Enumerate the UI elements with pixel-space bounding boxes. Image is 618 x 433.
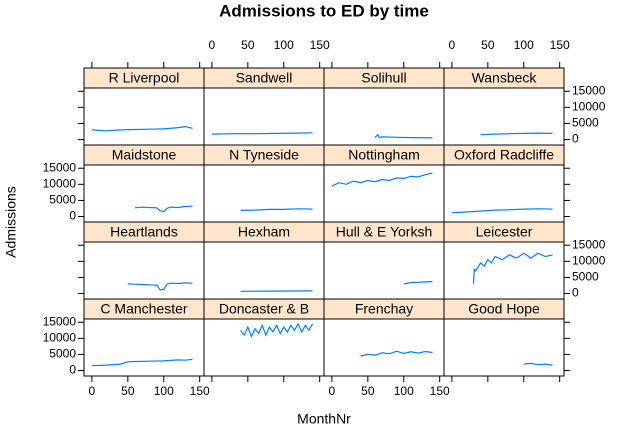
x-tick-label: 100	[274, 38, 294, 52]
panel	[84, 88, 204, 145]
data-line	[241, 324, 313, 337]
strip-label: R Liverpool	[109, 70, 180, 86]
x-tick-label: 150	[430, 384, 450, 398]
strip-label: Good Hope	[468, 301, 540, 317]
strip-label: Oxford Radcliffe	[454, 147, 554, 163]
y-axis-label: Admissions	[3, 186, 19, 258]
x-tick-label: 50	[481, 38, 495, 52]
x-tick-label: 50	[121, 384, 135, 398]
data-line	[92, 127, 193, 131]
panel	[84, 319, 204, 376]
x-tick-label: 150	[190, 384, 210, 398]
strip-label: Maidstone	[112, 147, 177, 163]
strip-label: Hexham	[238, 224, 290, 240]
y-tick-label: 5000	[572, 116, 599, 130]
panel	[324, 319, 444, 376]
strip-label: Hull & E Yorksh	[336, 224, 433, 240]
data-line	[481, 133, 553, 135]
strip-label: Frenchay	[355, 301, 413, 317]
y-tick-label: 15000	[572, 83, 606, 97]
y-tick-label: 5000	[49, 347, 76, 361]
data-line	[452, 209, 553, 213]
y-tick-label: 15000	[43, 160, 77, 174]
x-tick-label: 150	[310, 38, 330, 52]
y-tick-label: 5000	[572, 270, 599, 284]
panel	[444, 88, 564, 145]
y-tick-label: 10000	[43, 176, 77, 190]
y-tick-label: 10000	[572, 253, 606, 267]
data-line	[332, 173, 433, 186]
panel	[204, 165, 324, 222]
panel	[204, 88, 324, 145]
panel	[324, 165, 444, 222]
strip-label: Wansbeck	[472, 70, 538, 86]
y-tick-label: 0	[69, 363, 76, 377]
x-tick-label: 100	[514, 38, 534, 52]
panel	[204, 319, 324, 376]
strip-label: Sandwell	[236, 70, 293, 86]
data-line	[524, 363, 553, 365]
strip-label: Solihull	[361, 70, 406, 86]
y-tick-label: 10000	[572, 99, 606, 113]
data-line	[241, 209, 313, 211]
data-line	[375, 135, 433, 138]
x-tick-label: 50	[361, 384, 375, 398]
data-line	[361, 351, 433, 356]
y-tick-label: 0	[572, 286, 579, 300]
x-axis-label: MonthNr	[297, 411, 351, 427]
x-tick-label: 150	[550, 38, 570, 52]
panel	[84, 242, 204, 299]
y-tick-label: 0	[572, 132, 579, 146]
panel	[84, 165, 204, 222]
y-tick-label: 0	[69, 209, 76, 223]
data-line	[474, 253, 553, 284]
x-tick-label: 0	[329, 384, 336, 398]
x-tick-label: 0	[209, 38, 216, 52]
data-line	[128, 283, 193, 290]
strip-label: Leicester	[476, 224, 533, 240]
strip-label: Nottingham	[348, 147, 420, 163]
panel	[444, 165, 564, 222]
data-line	[212, 133, 313, 134]
y-tick-label: 15000	[43, 314, 77, 328]
y-tick-label: 15000	[572, 237, 606, 251]
x-tick-label: 0	[89, 384, 96, 398]
x-tick-label: 0	[449, 38, 456, 52]
y-tick-label: 5000	[49, 193, 76, 207]
data-line	[92, 359, 193, 365]
panel	[444, 319, 564, 376]
x-tick-label: 100	[394, 384, 414, 398]
x-tick-label: 50	[241, 38, 255, 52]
panel	[444, 242, 564, 299]
data-line	[404, 282, 433, 284]
strip-label: Doncaster & B	[219, 301, 309, 317]
chart-title: Admissions to ED by time	[219, 1, 429, 20]
strip-label: N Tyneside	[229, 147, 299, 163]
strip-label: Heartlands	[110, 224, 178, 240]
x-tick-label: 100	[154, 384, 174, 398]
panel	[324, 242, 444, 299]
y-tick-label: 10000	[43, 330, 77, 344]
strip-label: C Manchester	[100, 301, 187, 317]
data-line	[135, 206, 193, 212]
